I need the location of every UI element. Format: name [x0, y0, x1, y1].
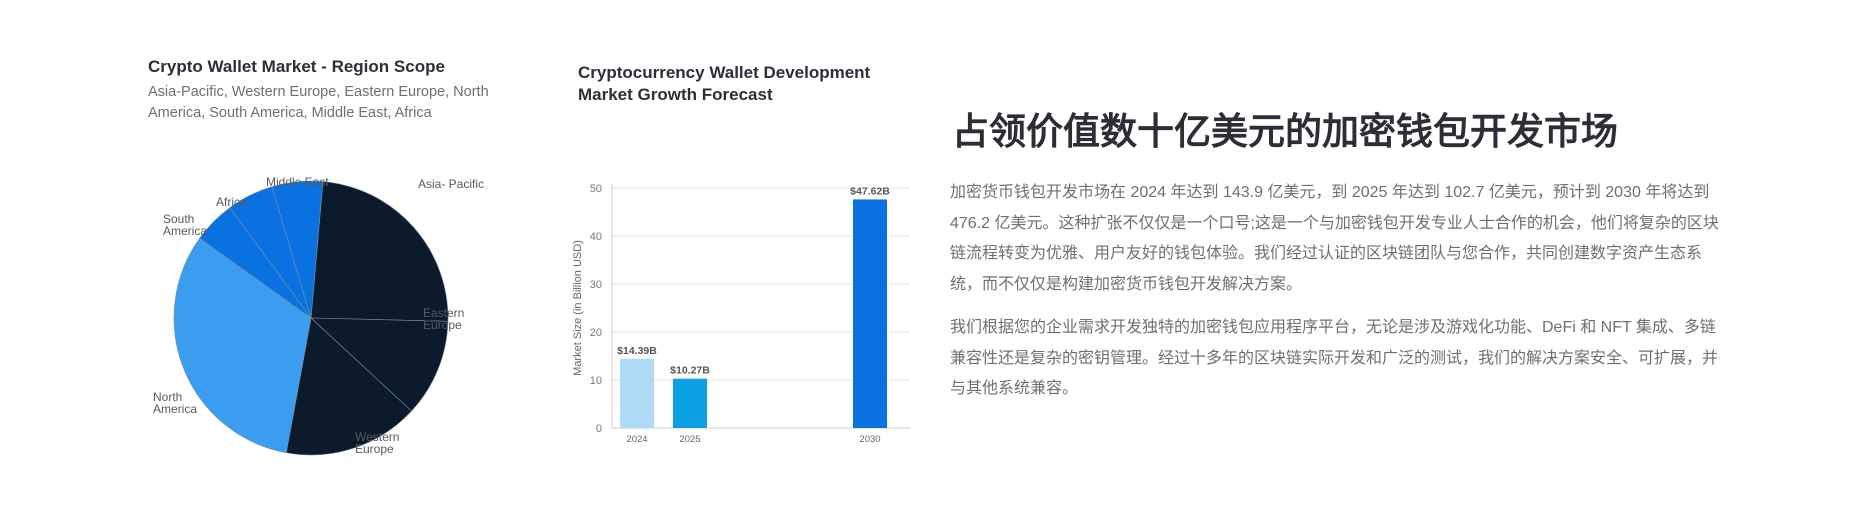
article-paragraph-1: 加密货币钱包开发市场在 2024 年达到 143.9 亿美元，到 2025 年达…	[950, 184, 1719, 293]
pie-label: Middle East	[266, 175, 329, 189]
bar-x-tick-label: 2030	[859, 434, 880, 445]
pie-label: Western Europe	[355, 430, 399, 456]
pie-slice-eastern-europe	[310, 317, 449, 412]
pie-label: Africa	[216, 195, 247, 209]
bar-x-tick-label: 2025	[679, 434, 700, 445]
growth-bar-panel: Cryptocurrency Wallet Development Market…	[578, 62, 918, 462]
pie-slice-asia-pacific	[310, 181, 449, 322]
pie-label: South America	[163, 212, 207, 238]
article-section: 占领价值数十亿美元的加密钱包开发市场 加密货币钱包开发市场在 2024 年达到 …	[950, 108, 1730, 418]
bar-y-tick-label: 30	[590, 279, 602, 291]
article-paragraph-2: 我们根据您的企业需求开发独特的加密钱包应用程序平台，无论是涉及游戏化功能、DeF…	[950, 319, 1719, 397]
bar-2024	[620, 358, 654, 428]
pie-chart-subtitle: Asia-Pacific, Western Europe, Eastern Eu…	[148, 84, 489, 121]
region-pie-panel: Crypto Wallet Market - Region Scope Asia…	[148, 56, 508, 476]
bar-2030	[853, 199, 887, 428]
bar-data-label: $14.39B	[617, 345, 657, 357]
bar-data-label: $10.27B	[670, 365, 710, 377]
bar-data-label: $47.62B	[850, 185, 890, 197]
bar-y-tick-label: 40	[590, 231, 602, 243]
bar-y-tick-label: 20	[590, 327, 602, 339]
pie-slice-north-america	[173, 237, 312, 454]
region-pie-chart: Asia- Pacific Eastern Europe Western Europe N…	[153, 175, 484, 456]
pie-slice-western-europe	[285, 317, 412, 456]
bar-2025	[673, 378, 707, 428]
pie-slice-middle-east	[271, 180, 324, 319]
bar-x-tick-label: 2024	[626, 434, 647, 445]
pie-label: North America	[153, 390, 197, 416]
article-heading: 占领价值数十亿美元的加密钱包开发市场	[952, 111, 1618, 152]
bar-y-tick-label: 50	[590, 183, 602, 195]
pie-label: Eastern Europe	[423, 306, 464, 332]
pie-label: Asia- Pacific	[418, 177, 484, 191]
bar-chart-title-line2: Market Growth Forecast	[578, 85, 773, 104]
bar-y-tick-label: 10	[590, 375, 602, 387]
bar-y-tick-label: 0	[596, 423, 602, 435]
pie-chart-title: Crypto Wallet Market - Region Scope	[148, 57, 445, 76]
bar-chart-title-line1: Cryptocurrency Wallet Development	[578, 63, 871, 82]
bar-y-axis-label: Market Size (in Billion USD)	[572, 240, 584, 376]
